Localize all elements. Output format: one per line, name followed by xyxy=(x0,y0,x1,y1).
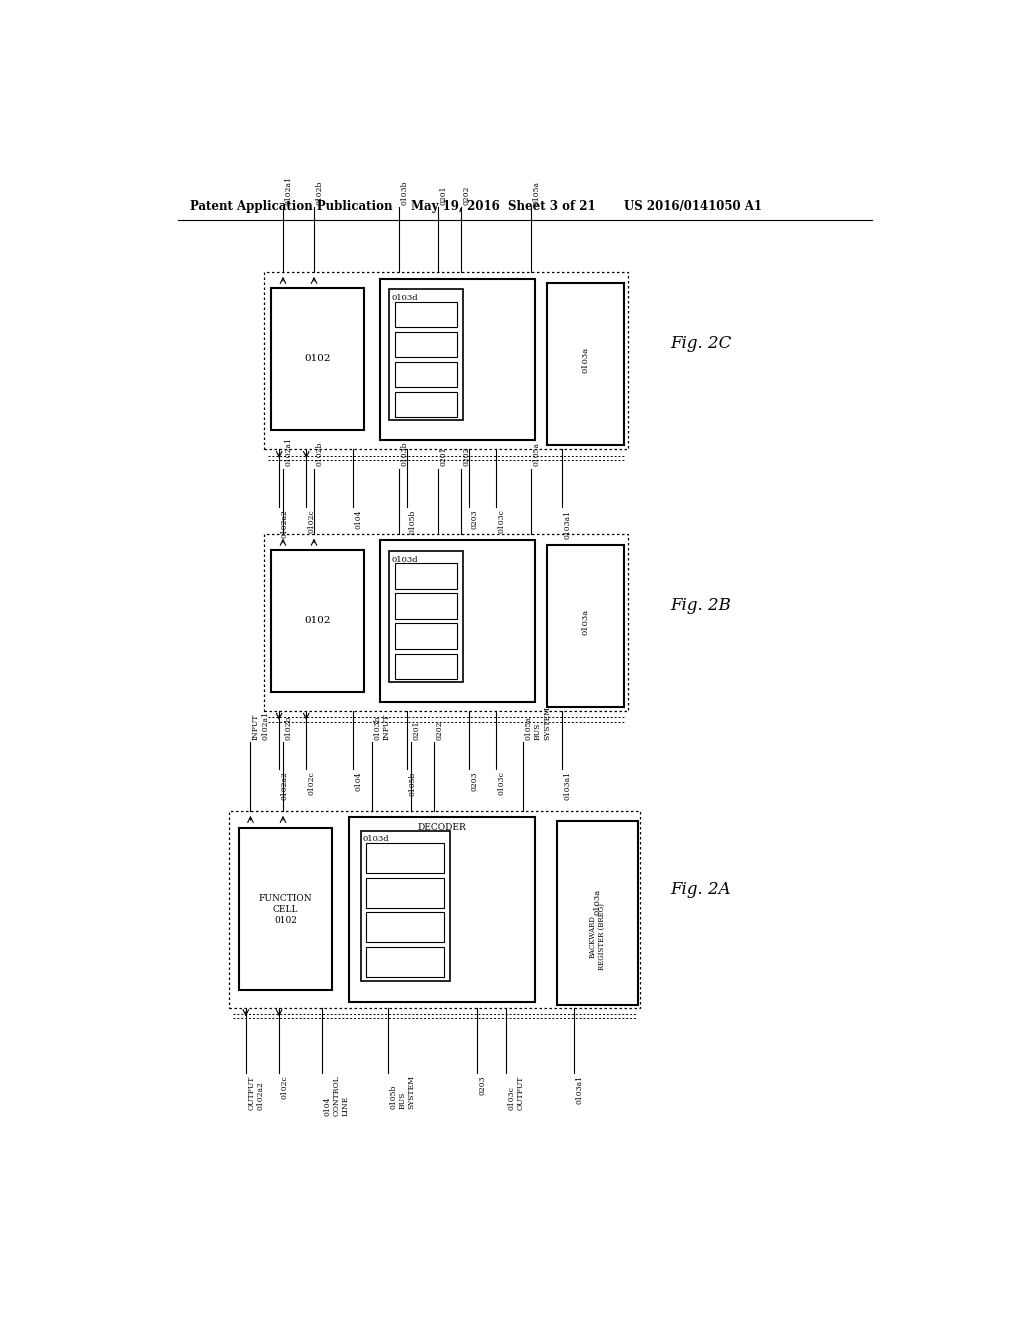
Bar xyxy=(394,653,458,678)
Text: INPUT
0102a1: INPUT 0102a1 xyxy=(252,711,269,739)
Text: 0102b: 0102b xyxy=(315,442,324,466)
Bar xyxy=(366,843,444,873)
Text: 0103d: 0103d xyxy=(391,556,418,564)
Text: 0103a1: 0103a1 xyxy=(575,1076,584,1105)
Text: 0201: 0201 xyxy=(439,447,447,466)
Bar xyxy=(394,392,458,417)
Bar xyxy=(394,623,458,649)
Text: Patent Application Publication: Patent Application Publication xyxy=(190,199,392,213)
Text: DECODER: DECODER xyxy=(418,822,466,832)
Text: Fig. 2B: Fig. 2B xyxy=(671,597,731,614)
Text: 0202: 0202 xyxy=(463,185,471,205)
Text: 0201: 0201 xyxy=(413,721,421,739)
Text: 0105a: 0105a xyxy=(532,181,541,205)
Text: 0103d: 0103d xyxy=(362,836,389,843)
Bar xyxy=(239,829,332,990)
Text: 0203: 0203 xyxy=(478,1076,486,1096)
Text: 0102a2: 0102a2 xyxy=(281,771,289,800)
Text: 0103a1: 0103a1 xyxy=(563,510,571,539)
Text: 0103b: 0103b xyxy=(400,180,409,205)
Bar xyxy=(366,912,444,942)
Bar xyxy=(394,302,458,327)
Text: 0102: 0102 xyxy=(304,355,331,363)
Text: US 2016/0141050 A1: US 2016/0141050 A1 xyxy=(624,199,762,213)
Text: BACKWARD
REGISTER (BREG): BACKWARD REGISTER (BREG) xyxy=(589,903,606,969)
Text: 0102c: 0102c xyxy=(308,510,315,533)
Text: 0102a2: 0102a2 xyxy=(281,510,289,539)
Bar xyxy=(360,830,450,981)
Bar xyxy=(557,821,638,1006)
Text: 0202: 0202 xyxy=(463,447,471,466)
Text: 0105b: 0105b xyxy=(409,510,417,533)
Text: 0105a: 0105a xyxy=(532,442,541,466)
Text: 0104: 0104 xyxy=(354,510,362,529)
Text: 0102c: 0102c xyxy=(281,1076,289,1100)
Text: 0103a: 0103a xyxy=(582,609,589,635)
Text: 0102: 0102 xyxy=(304,616,331,626)
Text: 0103a: 0103a xyxy=(593,888,601,915)
Text: 0201: 0201 xyxy=(439,185,447,205)
Text: 0202: 0202 xyxy=(435,721,443,739)
Bar xyxy=(380,279,535,441)
Bar xyxy=(263,272,628,449)
Text: 0105b: 0105b xyxy=(409,771,417,796)
Bar xyxy=(394,564,458,589)
Bar xyxy=(271,549,365,692)
Text: 0104: 0104 xyxy=(354,771,362,791)
Text: Fig. 2A: Fig. 2A xyxy=(671,882,731,899)
Text: 0103b
INPUT: 0103b INPUT xyxy=(374,713,391,739)
Text: Fig. 2C: Fig. 2C xyxy=(671,335,732,351)
Text: 0103d: 0103d xyxy=(391,294,418,302)
Text: May 19, 2016  Sheet 3 of 21: May 19, 2016 Sheet 3 of 21 xyxy=(411,199,596,213)
Bar xyxy=(228,812,640,1007)
Bar xyxy=(366,946,444,977)
Bar xyxy=(349,817,535,1002)
Text: 0105b
BUS
SYSTEM: 0105b BUS SYSTEM xyxy=(389,1076,416,1109)
Bar xyxy=(389,289,463,420)
Text: 0103c: 0103c xyxy=(498,510,506,533)
Text: 0103c
OUTPUT: 0103c OUTPUT xyxy=(508,1076,525,1110)
Text: 0203: 0203 xyxy=(471,510,478,529)
Bar xyxy=(394,594,458,619)
Bar xyxy=(394,331,458,358)
Bar xyxy=(263,535,628,711)
Bar xyxy=(271,288,365,430)
Bar xyxy=(389,552,463,682)
Text: 0102b: 0102b xyxy=(285,715,293,739)
Bar xyxy=(366,878,444,908)
Text: 0103c: 0103c xyxy=(498,771,506,795)
Text: 0102a1: 0102a1 xyxy=(285,437,293,466)
Bar xyxy=(547,545,624,706)
Text: 0103a1: 0103a1 xyxy=(563,771,571,800)
Text: 0103a: 0103a xyxy=(582,347,589,374)
Bar xyxy=(547,284,624,445)
Text: 0105a
BUS
SYSTEM: 0105a BUS SYSTEM xyxy=(524,706,551,739)
Text: 0104
CONTROL
LINE: 0104 CONTROL LINE xyxy=(324,1076,350,1117)
Text: OUTPUT
0102a2: OUTPUT 0102a2 xyxy=(248,1076,264,1110)
Bar xyxy=(380,540,535,702)
Text: FUNCTION
CELL
0102: FUNCTION CELL 0102 xyxy=(258,894,312,925)
Text: 0203: 0203 xyxy=(471,771,478,791)
Text: 0102c: 0102c xyxy=(308,771,315,795)
Text: 0102a1: 0102a1 xyxy=(285,176,293,205)
Text: 0103b: 0103b xyxy=(400,442,409,466)
Text: 0102b: 0102b xyxy=(315,181,324,205)
Bar xyxy=(394,362,458,387)
